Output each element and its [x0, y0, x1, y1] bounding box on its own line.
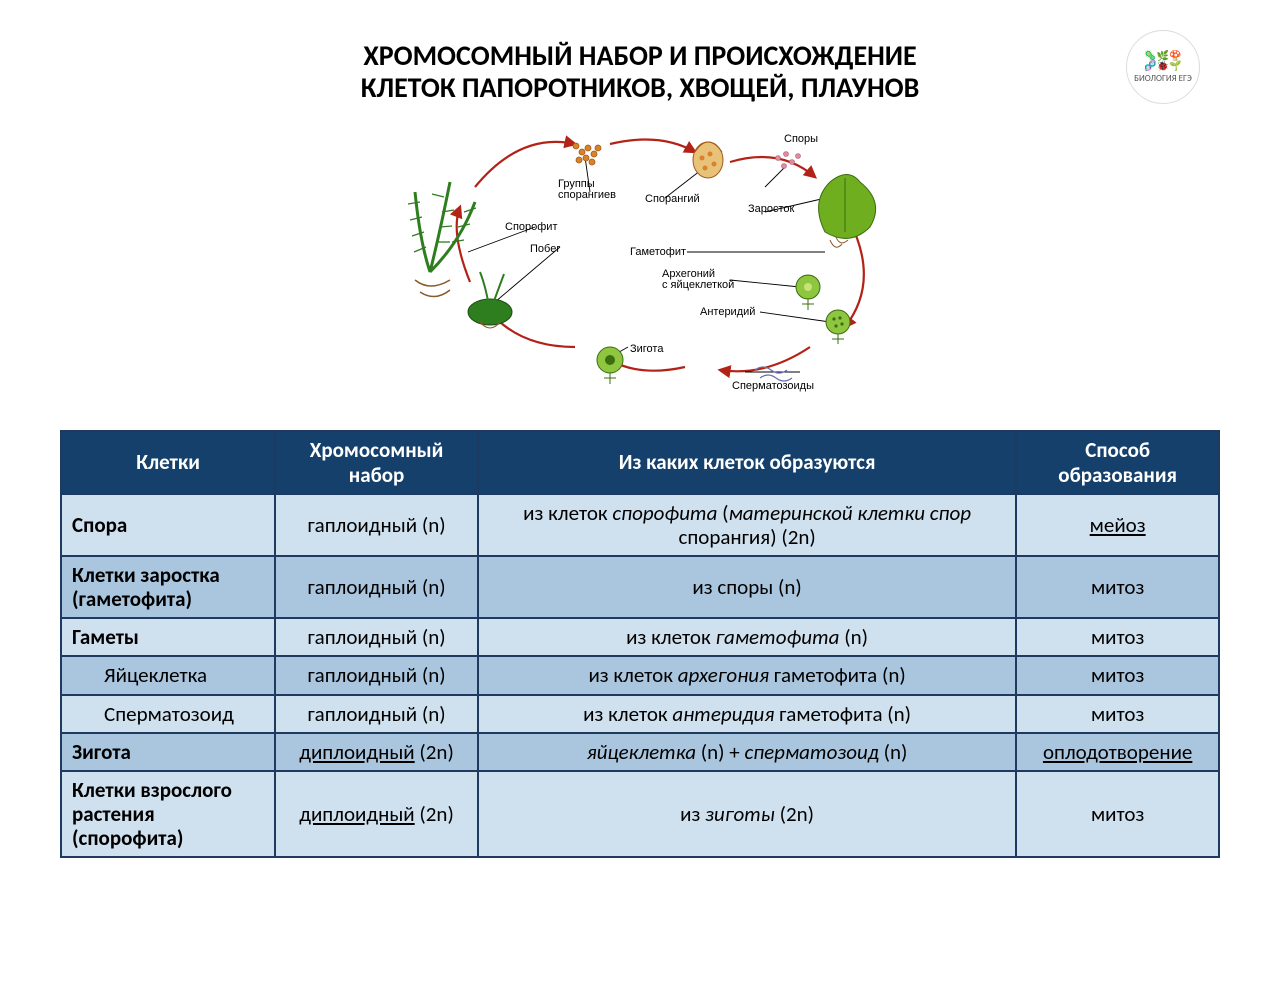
cell-set: гаплоидный (n): [275, 556, 478, 618]
lifecycle-svg: Спорофит Побег Группыспорангиев Споранги…: [360, 112, 920, 402]
page-title: ХРОМОСОМНЫЙ НАБОР И ПРОИСХОЖДЕНИЕ КЛЕТОК…: [361, 40, 920, 104]
prothallus-icon: [819, 175, 876, 248]
lifecycle-diagram: Спорофит Побег Группыспорангиев Споранги…: [60, 112, 1220, 402]
cell-method: митоз: [1016, 656, 1219, 694]
label-zarostok: Заросток: [748, 203, 795, 215]
cell-origin: из клеток архегония гаметофита (n): [478, 656, 1016, 694]
table-row: Яйцеклеткагаплоидный (n)из клеток архего…: [61, 656, 1219, 694]
cell-method: оплодотворение: [1016, 733, 1219, 771]
title-line2: КЛЕТОК ПАПОРОТНИКОВ, ХВОЩЕЙ, ПЛАУНОВ: [361, 70, 920, 105]
label-gametofit: Гаметофит: [630, 246, 686, 258]
cell-name: Сперматозоид: [61, 695, 275, 733]
chromosome-table: Клетки Хромосомный набор Из каких клеток…: [60, 430, 1220, 858]
cell-origin: из зиготы (2n): [478, 771, 1016, 857]
table-body: Спорагаплоидный (n)из клеток спорофита (…: [61, 494, 1219, 858]
cell-name: Клетки заростка (гаметофита): [61, 556, 275, 618]
col-method: Способ образования: [1016, 431, 1219, 493]
young-sporophyte-icon: [468, 272, 512, 328]
gametophyte-antheridium-icon: [826, 310, 850, 344]
title-row: ХРОМОСОМНЫЙ НАБОР И ПРОИСХОЖДЕНИЕ КЛЕТОК…: [60, 30, 1220, 104]
cell-name: Гаметы: [61, 618, 275, 656]
cell-name: Спора: [61, 494, 275, 556]
label-anteridiy: Антеридий: [700, 306, 755, 318]
cell-origin: из клеток гаметофита (n): [478, 618, 1016, 656]
cell-method: митоз: [1016, 556, 1219, 618]
table-row: Клетки заростка (гаметофита)гаплоидный (…: [61, 556, 1219, 618]
cell-method: митоз: [1016, 771, 1219, 857]
table-row: Сперматозоидгаплоидный (n)из клеток анте…: [61, 695, 1219, 733]
gametophyte-archegonium-icon: [796, 275, 820, 310]
cell-set: гаплоидный (n): [275, 618, 478, 656]
label-gruppy: Группыспорангиев: [558, 178, 616, 201]
cell-origin: из споры (n): [478, 556, 1016, 618]
cell-origin: из клеток антеридия гаметофита (n): [478, 695, 1016, 733]
cell-set: гаплоидный (n): [275, 494, 478, 556]
logo-badge: 🦠🌿🍄 🧬🐞🌱 БИОЛОГИЯ ЕГЭ: [1126, 30, 1200, 104]
label-arhegoniy: Архегонийс яйцеклеткой: [662, 268, 734, 291]
col-cells: Клетки: [61, 431, 275, 493]
cell-set: диплоидный (2n): [275, 733, 478, 771]
cell-origin: яйцеклетка (n) + сперматозоид (n): [478, 733, 1016, 771]
logo-icons-2: 🧬🐞🌱: [1144, 61, 1181, 71]
fern-icon: [408, 182, 476, 297]
table-row: Спорагаплоидный (n)из клеток спорофита (…: [61, 494, 1219, 556]
label-spory: Споры: [784, 133, 818, 145]
cell-set: гаплоидный (n): [275, 656, 478, 694]
cell-set: диплоидный (2n): [275, 771, 478, 857]
label-zigota: Зигота: [630, 343, 664, 355]
cell-set: гаплоидный (n): [275, 695, 478, 733]
label-sperm: Сперматозоиды: [732, 380, 814, 392]
label-pobeg: Побег: [530, 243, 560, 255]
label-sporofit: Спорофит: [505, 221, 558, 233]
sporangia-cluster-icon: [573, 143, 601, 165]
cell-method: митоз: [1016, 618, 1219, 656]
cell-origin: из клеток спорофита (материнской клетки …: [478, 494, 1016, 556]
table-row: Зиготадиплоидный (2n)яйцеклетка (n) + сп…: [61, 733, 1219, 771]
cell-method: мейоз: [1016, 494, 1219, 556]
cell-method: митоз: [1016, 695, 1219, 733]
cell-name: Яйцеклетка: [61, 656, 275, 694]
label-sporangiy: Спорангий: [645, 193, 700, 205]
zygote-icon: [597, 347, 623, 384]
table-header-row: Клетки Хромосомный набор Из каких клеток…: [61, 431, 1219, 493]
col-set: Хромосомный набор: [275, 431, 478, 493]
cell-name: Клетки взрослого растения (спорофита): [61, 771, 275, 857]
cell-name: Зигота: [61, 733, 275, 771]
pointer-lines: [468, 157, 830, 372]
col-origin: Из каких клеток образуются: [478, 431, 1016, 493]
table-row: Клетки взрослого растения (спорофита)дип…: [61, 771, 1219, 857]
logo-text: БИОЛОГИЯ ЕГЭ: [1134, 73, 1192, 84]
title-line1: ХРОМОСОМНЫЙ НАБОР И ПРОИСХОЖДЕНИЕ: [363, 38, 916, 73]
sporangium-icon: [693, 142, 723, 178]
table-row: Гаметыгаплоидный (n)из клеток гаметофита…: [61, 618, 1219, 656]
